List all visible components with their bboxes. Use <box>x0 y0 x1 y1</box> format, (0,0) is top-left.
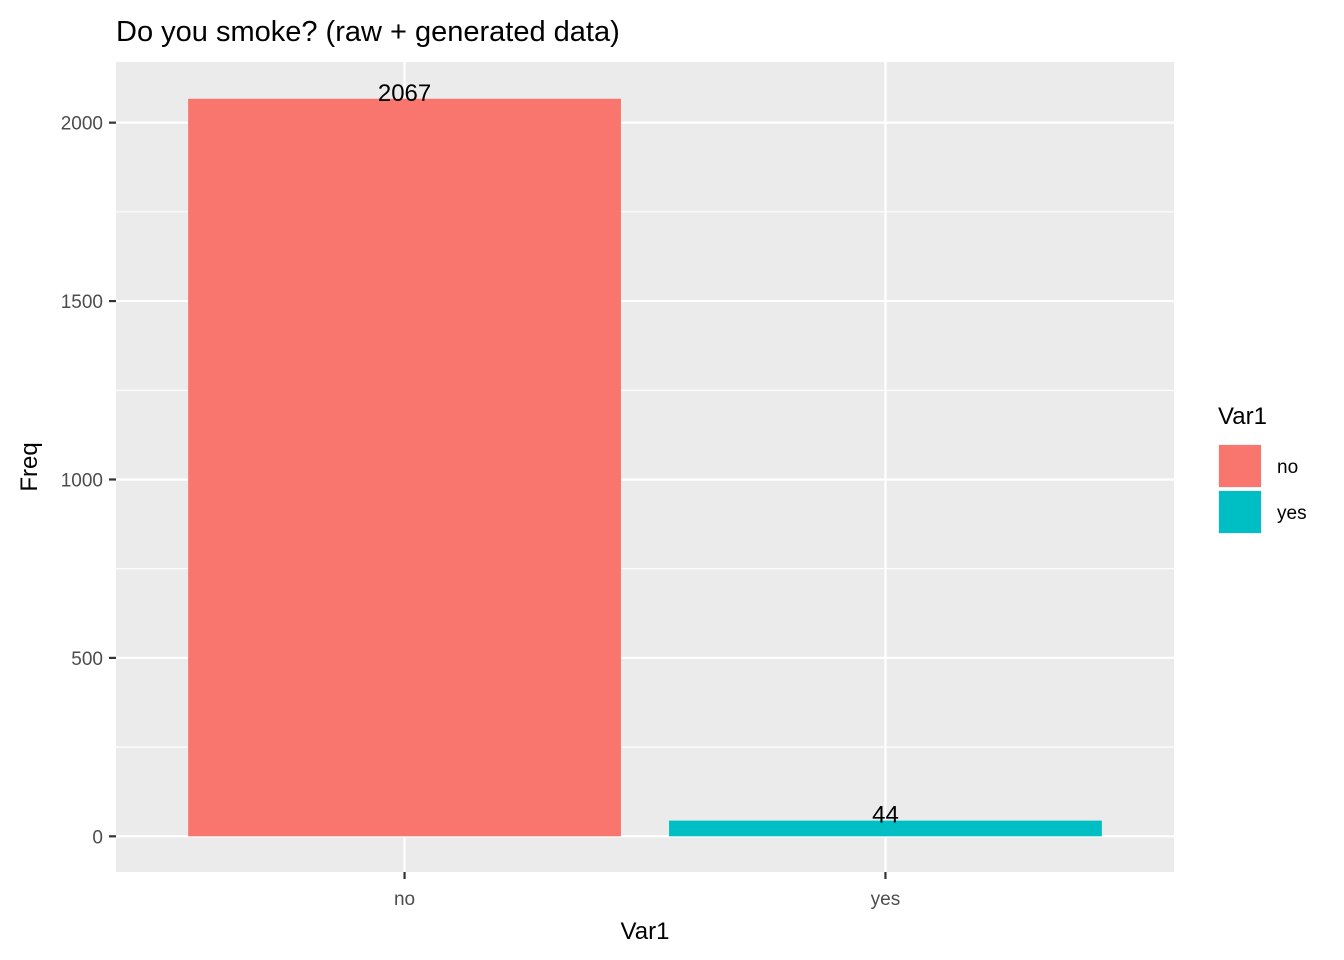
legend-key-no <box>1219 445 1261 487</box>
legend-items: no yes <box>1218 444 1307 534</box>
legend-title: Var1 <box>1218 403 1267 430</box>
y-axis-title: Freq <box>16 442 43 491</box>
chart-title: Do you smoke? (raw + generated data) <box>116 16 620 48</box>
x-axis-title: Var1 <box>621 918 670 945</box>
x-tick-label: yes <box>871 889 901 910</box>
y-axis: 0 500 1000 1500 2000 <box>61 114 116 848</box>
y-tick-label: 500 <box>71 649 103 670</box>
y-tick-label: 0 <box>92 827 103 848</box>
y-tick-label: 2000 <box>61 114 103 135</box>
data-labels: 2067 44 <box>378 80 899 829</box>
legend: Var1 no yes <box>1218 403 1307 534</box>
y-tick-label: 1500 <box>61 292 103 313</box>
y-tick-label: 1000 <box>61 470 103 491</box>
x-tick-label: no <box>394 889 415 910</box>
data-label-no: 2067 <box>378 80 431 107</box>
bar-yes <box>669 820 1102 837</box>
bar-no <box>188 98 621 837</box>
data-label-yes: 44 <box>872 802 899 829</box>
legend-label-no: no <box>1277 457 1298 478</box>
x-axis: no yes <box>394 872 900 910</box>
legend-key-yes <box>1219 491 1261 533</box>
legend-label-yes: yes <box>1277 503 1307 524</box>
bars <box>188 98 1102 837</box>
